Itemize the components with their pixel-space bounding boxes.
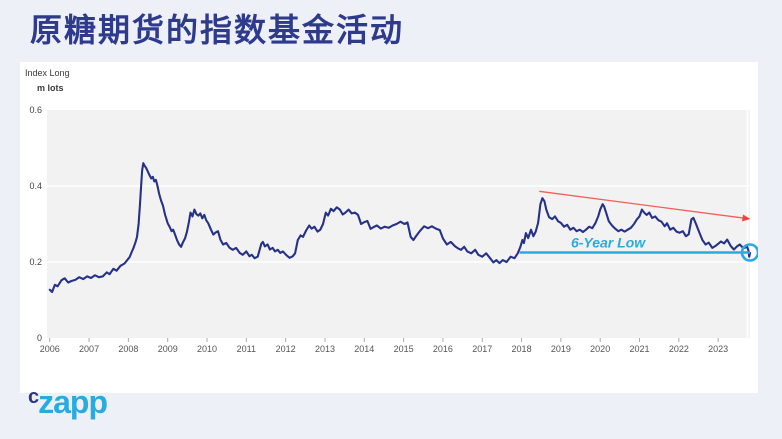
six-year-low-label: 6-Year Low: [571, 235, 646, 251]
x-tick-label: 2013: [315, 344, 335, 354]
y-axis-title-line1: Index Long: [25, 68, 70, 78]
page-title: 原糖期货的指数基金活动: [30, 12, 405, 48]
x-tick-label: 2022: [669, 344, 689, 354]
x-tick-label: 2011: [237, 344, 256, 354]
czapp-logo: c zapp: [28, 384, 108, 420]
x-tick-label: 2020: [590, 344, 610, 354]
series-line: [48, 162, 752, 294]
x-tick-label: 2007: [79, 344, 99, 354]
y-tick-label: 0: [37, 333, 42, 343]
x-tick-label: 2008: [118, 344, 138, 354]
x-tick-label: 2010: [197, 344, 217, 354]
x-tick-label: 2014: [354, 344, 374, 354]
latest-value-circle: [740, 243, 758, 262]
x-tick-label: 2012: [276, 344, 296, 354]
x-tick-label: 2006: [40, 344, 60, 354]
chart-card: Index Long m lots 0 0.2 0.4 0.6 2006 2007 2008…: [20, 62, 758, 393]
x-tick-label: 2015: [394, 344, 414, 354]
x-tick-label: 2017: [472, 344, 492, 354]
y-tick-label: 0.6: [29, 105, 42, 115]
x-tick-label: 2023: [708, 344, 728, 354]
trend-arrow-head: [742, 214, 751, 222]
czapp-logo-zapp: zapp: [38, 384, 108, 420]
y-tick-label: 0.4: [29, 181, 42, 191]
y-axis-title-line2: m lots: [37, 83, 64, 93]
y-tick-label: 0.2: [29, 257, 42, 267]
x-tick-label: 2021: [630, 344, 650, 354]
czapp-logo-c: c: [28, 386, 40, 408]
x-tick-label: 2018: [512, 344, 532, 354]
trend-arrow-line: [539, 190, 743, 219]
index-fund-activity-chart: 0 0.2 0.4 0.6 2006 2007 2008 2009 2010 2011 2012 20…: [29, 105, 758, 354]
x-tick-label: 2016: [433, 344, 453, 354]
x-tick-label: 2009: [158, 344, 178, 354]
x-tick-label: 2019: [551, 344, 571, 354]
